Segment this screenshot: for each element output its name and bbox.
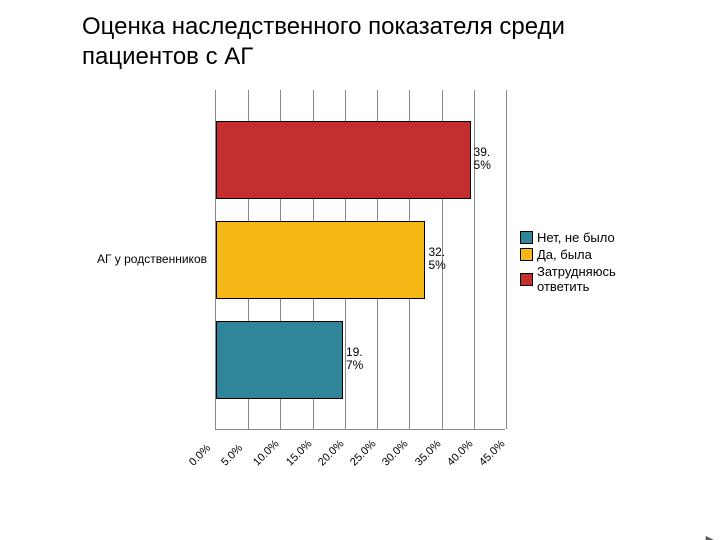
legend-label-yellow: Да, была [537,247,592,262]
x-tick-label: 40.0% [445,438,476,469]
bar-yellow [216,221,425,299]
bar-blue [216,321,343,399]
x-tick-label: 15.0% [284,438,315,469]
legend: Нет, не было Да, была Затрудняюсь ответить [520,230,650,296]
x-tick-label: 45.0% [477,438,508,469]
legend-item-yellow: Да, была [520,247,650,262]
plot-area: 39.5% 32.5% 19.7% [215,90,505,430]
bar-label-blue: 19.7% [346,346,363,372]
legend-label-blue: Нет, не было [537,230,615,245]
page-title: Оценка наследственного показателя среди … [82,12,642,72]
bar-red [216,121,471,199]
x-tick-label: 35.0% [413,438,444,469]
legend-swatch-blue [520,231,533,244]
slide: Оценка наследственного показателя среди … [0,0,720,540]
gridline [506,90,507,429]
bar-label-red: 39.5% [474,146,491,172]
x-tick-label: 20.0% [316,438,347,469]
x-tick-label: 30.0% [380,438,411,469]
chart: АГ у родственников 39.5% 32.5% 19.7% Нет, … [90,90,650,510]
legend-swatch-yellow [520,248,533,261]
legend-label-red: Затрудняюсь ответить [537,264,650,294]
legend-swatch-red [520,273,533,286]
x-tick-label: 10.0% [251,438,282,469]
corner-bullet-icon: ▸ [706,529,715,540]
bar-label-yellow: 32.5% [428,246,445,272]
y-axis-label: АГ у родственников [90,252,207,266]
x-tick-label: 0.0% [187,442,213,468]
x-tick-label: 25.0% [348,438,379,469]
legend-item-red: Затрудняюсь ответить [520,264,650,294]
legend-item-blue: Нет, не было [520,230,650,245]
gridline [474,90,475,429]
x-tick-label: 5.0% [219,442,245,468]
